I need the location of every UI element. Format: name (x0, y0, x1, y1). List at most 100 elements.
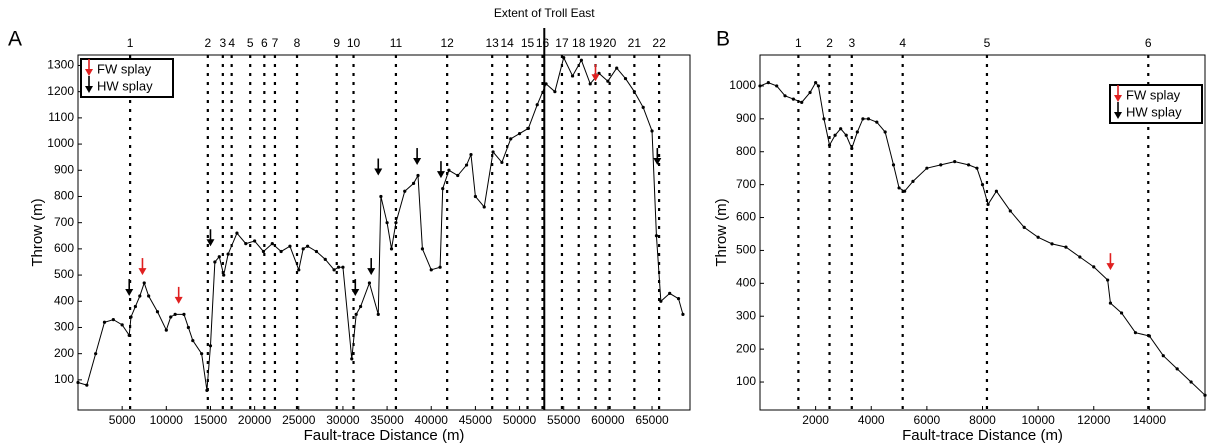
y-tick-label: 700 (736, 177, 756, 191)
x-tick-label: 10000 (1021, 413, 1055, 427)
splay-arrow (206, 229, 215, 247)
y-tick-label: 1300 (47, 58, 74, 72)
arrow-head (1106, 263, 1115, 271)
arrow-head (591, 74, 600, 82)
arrow-head (653, 158, 662, 166)
legend-text: HW splay (1126, 104, 1182, 119)
arrow-head (85, 69, 93, 76)
y-tick-label: 100 (54, 372, 74, 386)
arrow-head (351, 289, 360, 297)
x-tick-label: 20000 (238, 413, 272, 427)
y-tick-label: 1200 (47, 84, 74, 98)
splay-arrow (1106, 253, 1115, 271)
x-tick-label: 35000 (370, 413, 404, 427)
x-tick-label: 5000 (109, 413, 136, 427)
x-tick-label: 4000 (858, 413, 885, 427)
x-tick-label: 25000 (282, 413, 316, 427)
arrow-head (367, 268, 376, 276)
fault-label: 4 (899, 36, 906, 50)
arrow-head (1114, 95, 1122, 102)
y-tick-label: 600 (54, 241, 74, 255)
splay-arrow (413, 148, 422, 166)
y-tick-label: 200 (736, 341, 756, 355)
y-tick-label: 400 (736, 276, 756, 290)
x-tick-label: 45000 (459, 413, 493, 427)
arrow-head (413, 158, 422, 166)
y-tick-label: 900 (736, 111, 756, 125)
fault-label: 16 (536, 36, 550, 50)
fault-label: 22 (652, 36, 666, 50)
fault-label: 5 (247, 36, 254, 50)
arrow-head (138, 268, 147, 276)
fault-label: 8 (294, 36, 301, 50)
x-tick-label: 2000 (802, 413, 829, 427)
legend-text: HW splay (97, 78, 153, 93)
throw-line (76, 56, 685, 392)
y-tick-label: 600 (736, 210, 756, 224)
splay-arrow (351, 279, 360, 297)
plot-frame (77, 54, 691, 411)
legend-box (1109, 84, 1203, 124)
x-axis-label: Fault-trace Distance (m) (304, 427, 465, 443)
fault-label: 1 (127, 36, 134, 50)
throw-line (758, 81, 1207, 397)
y-tick-label: 900 (54, 162, 74, 176)
y-axis-label: Throw (m) (29, 198, 46, 266)
legend-symbol (1114, 102, 1122, 119)
y-axis-label: Throw (m) (713, 198, 730, 266)
splay-arrow (367, 258, 376, 276)
y-tick-label: 1100 (48, 110, 74, 124)
fault-label: 17 (555, 36, 569, 50)
x-tick-label: 60000 (591, 413, 625, 427)
arrow-head (85, 86, 93, 93)
x-tick-label: 30000 (326, 413, 360, 427)
fault-label: 10 (347, 36, 361, 50)
arrow-head (206, 239, 215, 247)
y-tick-label: 1000 (729, 78, 756, 92)
y-tick-label: 1000 (47, 136, 74, 150)
splay-arrow (138, 258, 147, 276)
fault-label: 9 (333, 36, 340, 50)
splay-arrow (653, 148, 662, 166)
arrow-head (125, 289, 134, 297)
fault-label: 21 (628, 36, 642, 50)
fault-label: 13 (486, 36, 500, 50)
fault-label: 2 (826, 36, 833, 50)
x-tick-label: 65000 (635, 413, 669, 427)
fault-label: 3 (219, 36, 226, 50)
splay-arrow (125, 279, 134, 297)
legend-box (80, 58, 174, 98)
fault-label: 2 (204, 36, 211, 50)
y-tick-label: 300 (736, 308, 756, 322)
legend-symbol (85, 76, 93, 93)
arrow-head (174, 296, 183, 304)
fault-label: 15 (521, 36, 535, 50)
splay-arrow (374, 158, 383, 176)
legend-symbol (1114, 85, 1122, 102)
x-tick-label: 14000 (1133, 413, 1167, 427)
fault-label: 19 (589, 36, 603, 50)
y-tick-label: 200 (54, 346, 74, 360)
fault-label: 1 (795, 36, 802, 50)
fault-label: 6 (1145, 36, 1152, 50)
x-tick-label: 50000 (503, 413, 537, 427)
y-tick-label: 500 (736, 243, 756, 257)
x-tick-label: 40000 (415, 413, 449, 427)
fault-label: 12 (440, 36, 454, 50)
x-tick-label: 12000 (1077, 413, 1111, 427)
fault-label: 7 (272, 36, 279, 50)
splay-arrow (174, 286, 183, 304)
annotation-text: Extent of Troll East (494, 6, 595, 20)
y-tick-label: 300 (54, 320, 74, 334)
arrow-head (374, 168, 383, 176)
arrow-head (436, 171, 445, 179)
fault-label: 11 (390, 36, 403, 50)
fault-label: 14 (501, 36, 515, 50)
arrow-head (1114, 112, 1122, 119)
x-tick-label: 10000 (150, 413, 184, 427)
splay-arrow (436, 161, 445, 179)
splay-arrow (591, 64, 600, 82)
legend-symbol (85, 59, 93, 76)
x-tick-label: 55000 (547, 413, 581, 427)
